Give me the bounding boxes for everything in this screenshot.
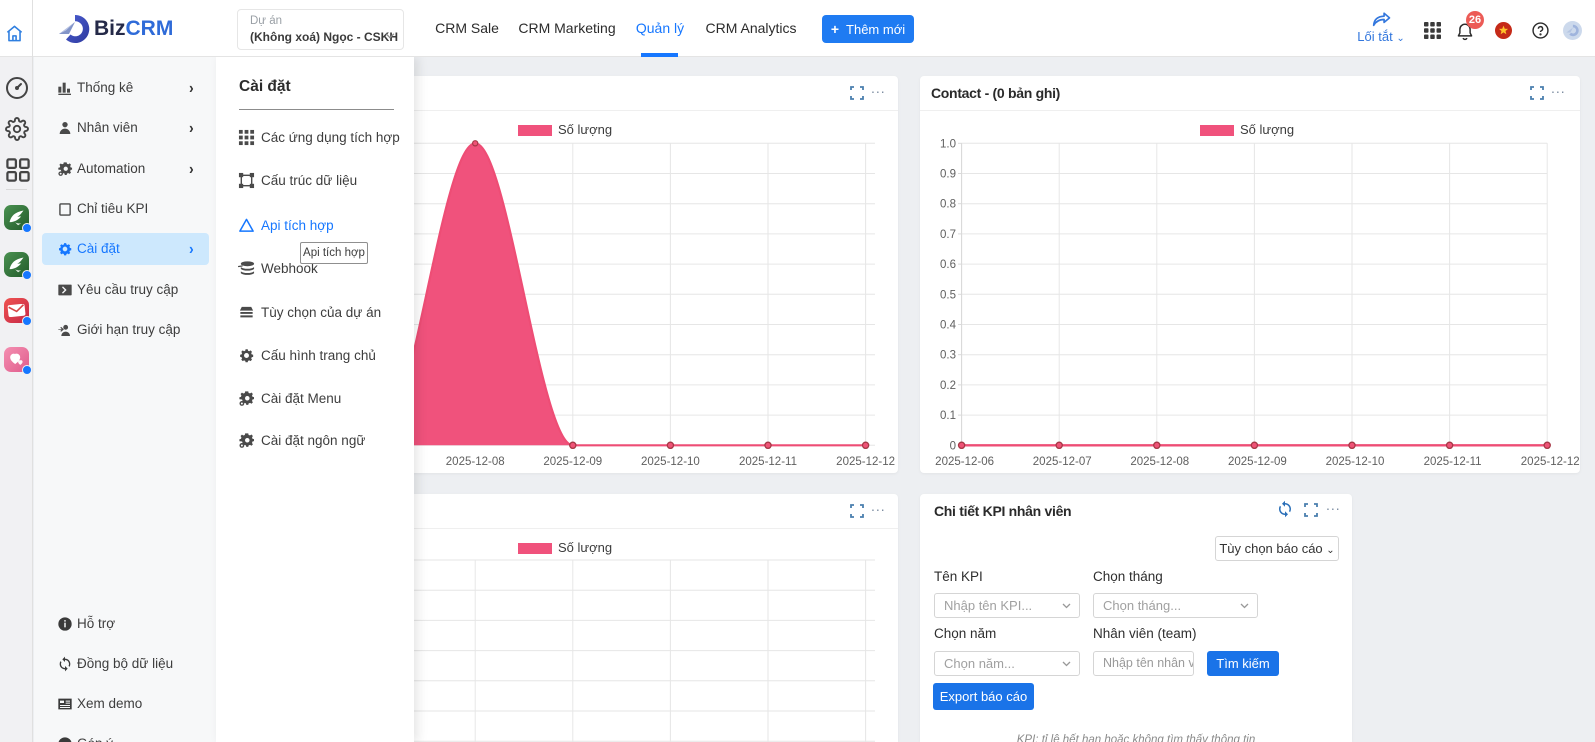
svg-text:0.4: 0.4 (940, 320, 957, 332)
svg-text:0.2: 0.2 (940, 380, 956, 392)
svg-text:2025-12-10: 2025-12-10 (1326, 456, 1385, 468)
svg-text:0.8: 0.8 (940, 199, 956, 211)
svg-text:2025-12-11: 2025-12-11 (1424, 456, 1482, 468)
svg-text:2025-12-07: 2025-12-07 (1033, 456, 1092, 468)
svg-text:0.1: 0.1 (940, 410, 956, 422)
svg-text:2025-12-12: 2025-12-12 (836, 456, 895, 468)
svg-text:2025-12-09: 2025-12-09 (1228, 456, 1287, 468)
svg-text:0.7: 0.7 (940, 229, 956, 241)
svg-text:2025-12-09: 2025-12-09 (543, 456, 602, 468)
svg-text:0: 0 (950, 440, 956, 452)
svg-text:0.5: 0.5 (940, 289, 956, 301)
svg-text:2025-12-08: 2025-12-08 (1130, 456, 1189, 468)
svg-text:2025-12-06: 2025-12-06 (935, 456, 994, 468)
svg-text:0.6: 0.6 (940, 259, 956, 271)
svg-text:2025-12-11: 2025-12-11 (739, 456, 797, 468)
svg-text:1.0: 1.0 (940, 138, 956, 150)
svg-text:2025-12-10: 2025-12-10 (641, 456, 700, 468)
svg-text:2025-12-12: 2025-12-12 (1521, 456, 1580, 468)
svg-text:2025-12-08: 2025-12-08 (446, 456, 505, 468)
svg-text:0.9: 0.9 (940, 169, 956, 181)
svg-text:0.3: 0.3 (940, 350, 956, 362)
